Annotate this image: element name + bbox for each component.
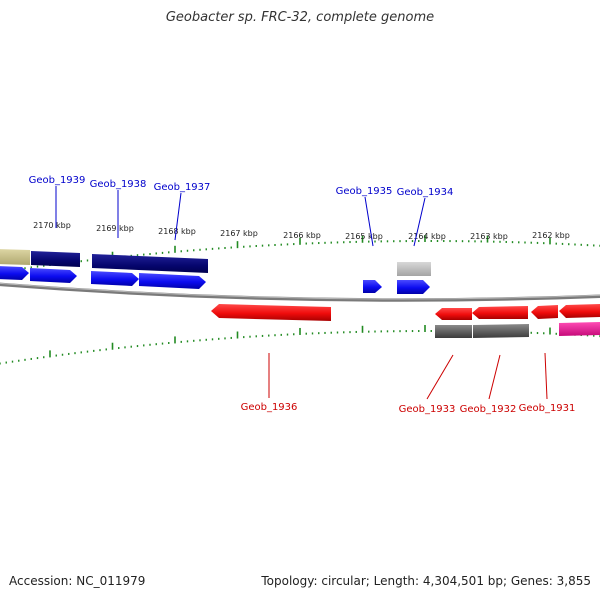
- feature-pink-block: [559, 322, 600, 336]
- gene-geob-1933-arrow[interactable]: [435, 308, 472, 320]
- gene-label-geob-1934[interactable]: Geob_1934: [397, 187, 454, 198]
- genome-backbone-highlight: [0, 282, 600, 300]
- genome-summary-text: Topology: circular; Length: 4,304,501 bp…: [261, 574, 591, 588]
- map-title: Geobacter sp. FRC-32, complete genome: [165, 10, 435, 25]
- scale-label-2165: 2165 kbp: [345, 232, 383, 241]
- scale-label-2166: 2166 kbp: [283, 231, 321, 240]
- scale-label-2169: 2169 kbp: [96, 224, 134, 233]
- gene-label-geob-1936[interactable]: Geob_1936: [241, 402, 298, 413]
- feature-navy-block-1: [31, 251, 80, 267]
- scale-label-2167: 2167 kbp: [220, 229, 258, 238]
- gene-label-geob-1931[interactable]: Geob_1931: [519, 403, 576, 414]
- gene-geob-1936-arrow[interactable]: [211, 304, 331, 321]
- gene-label-geob-1932[interactable]: Geob_1932: [460, 404, 517, 415]
- gene-geob-1939-arrow[interactable]: [30, 268, 77, 283]
- label-leader-geob-1932: [488, 354, 501, 400]
- scale-label-2170: 2170 kbp: [33, 221, 71, 230]
- gene-label-geob-1933[interactable]: Geob_1933: [399, 404, 456, 415]
- label-leader-geob-1934: [413, 197, 426, 247]
- gene-forward-arrow[interactable]: [0, 266, 29, 280]
- gene-reverse-arrow[interactable]: [559, 304, 600, 318]
- feature-navy-block-2: [92, 254, 208, 273]
- genome-backbone: [0, 282, 600, 302]
- label-leader-geob-1935: [364, 196, 374, 247]
- gene-label-geob-1935[interactable]: Geob_1935: [336, 186, 393, 197]
- gene-geob-1938-arrow[interactable]: [91, 271, 139, 286]
- scale-label-2163: 2163 kbp: [470, 232, 508, 241]
- gene-label-geob-1938[interactable]: Geob_1938: [90, 179, 147, 190]
- scale-label-2162: 2162 kbp: [532, 231, 570, 240]
- scale-label-2164: 2164 kbp: [408, 232, 446, 241]
- gene-geob-1937-arrow[interactable]: [139, 273, 206, 289]
- gene-geob-1934-arrow[interactable]: [397, 280, 430, 294]
- feature-lightgray-block: [397, 262, 431, 276]
- gene-geob-1931-arrow[interactable]: [531, 305, 558, 319]
- accession-text: Accession: NC_011979: [9, 574, 146, 588]
- label-leader-geob-1931: [544, 352, 548, 400]
- gene-label-geob-1937[interactable]: Geob_1937: [154, 182, 211, 193]
- scale-label-2168: 2168 kbp: [158, 227, 196, 236]
- feature-gray-block-2: [473, 324, 529, 338]
- label-leader-geob-1937: [174, 192, 182, 241]
- feature-olive-block: [0, 249, 30, 265]
- label-leader-geob-1933: [426, 354, 454, 400]
- scale-ticks-outer: [0, 235, 600, 273]
- gene-label-geob-1939[interactable]: Geob_1939: [29, 175, 86, 186]
- gene-geob-1932-arrow[interactable]: [472, 306, 528, 319]
- gene-geob-1935-arrow[interactable]: [363, 280, 382, 293]
- feature-gray-block-1: [435, 325, 472, 338]
